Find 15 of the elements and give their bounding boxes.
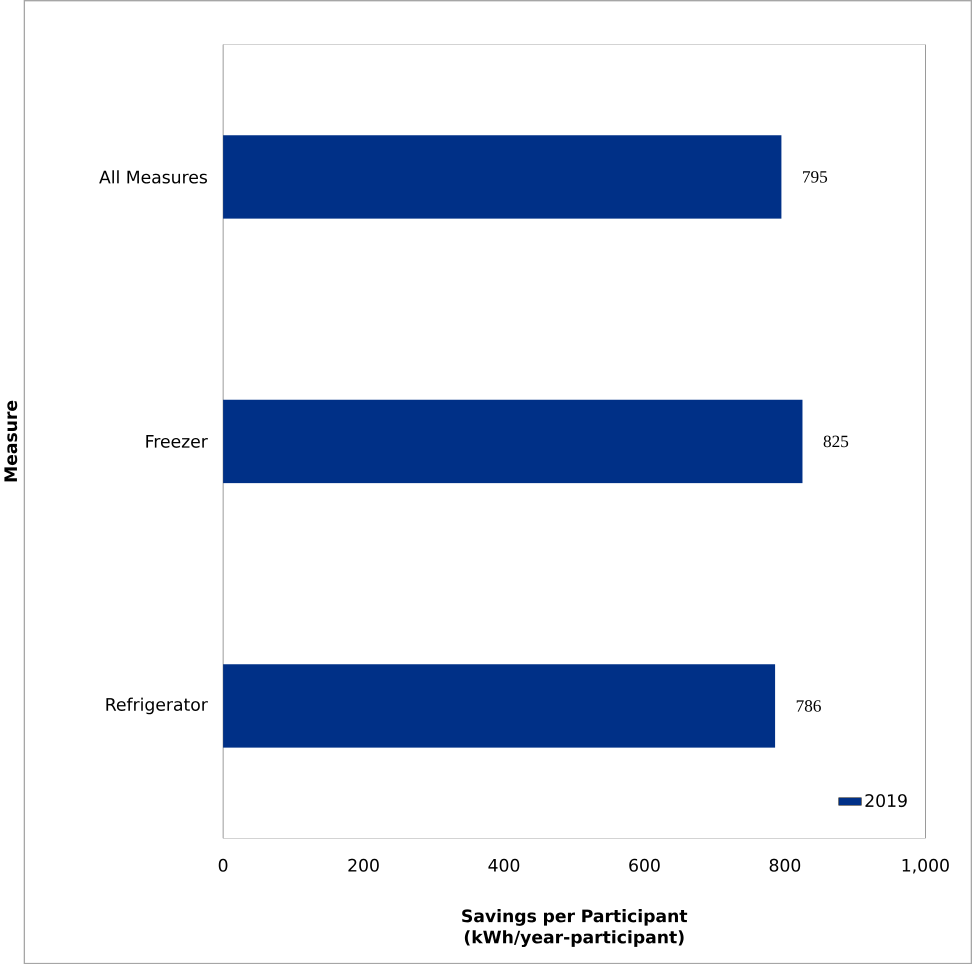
x-tick-label: 400 <box>488 858 520 872</box>
y-tick-label: Refrigerator <box>106 698 208 714</box>
y-tick-label: All Measures <box>99 170 207 184</box>
y-axis-title: Measure <box>4 400 18 482</box>
x-tick-label: 800 <box>770 858 800 872</box>
x-axis-title: Savings per Participant (kWh/year-participant) <box>462 908 688 947</box>
data-label: 795 <box>803 171 828 183</box>
x-tick-label: 1,000 <box>902 858 949 874</box>
legend-label: 2019 <box>865 794 907 808</box>
y-tick-label: Freezer <box>146 434 208 448</box>
data-label: 825 <box>824 436 848 448</box>
x-tick-label: 200 <box>348 858 379 872</box>
data-label: 786 <box>796 700 821 712</box>
x-tick-label: 0 <box>218 858 228 872</box>
x-tick-label: 600 <box>629 858 660 872</box>
